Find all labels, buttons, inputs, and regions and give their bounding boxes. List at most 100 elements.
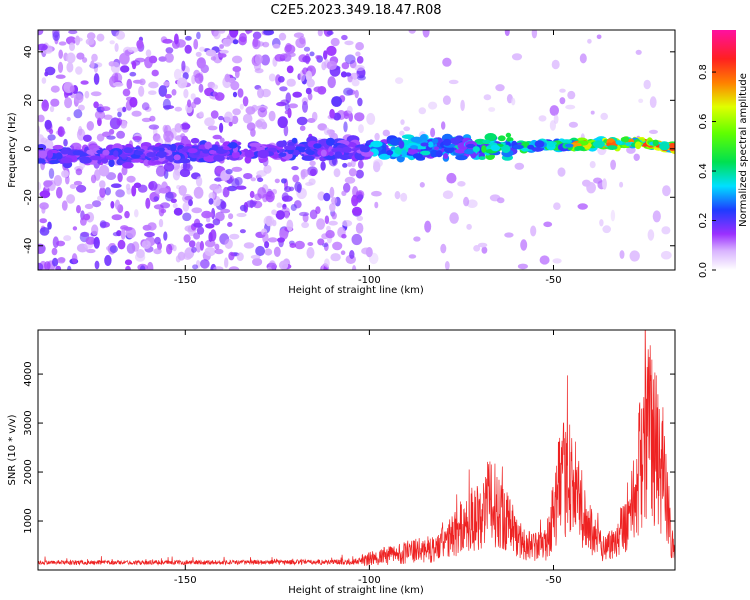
heatmap-cell bbox=[322, 243, 329, 248]
heatmap-cell bbox=[443, 153, 449, 159]
heatmap-cell bbox=[97, 117, 102, 127]
heatmap-cell bbox=[112, 232, 120, 237]
heatmap-cell bbox=[231, 115, 239, 125]
heatmap-cell bbox=[267, 237, 278, 243]
heatmap-cell bbox=[331, 197, 338, 205]
heatmap-cell bbox=[110, 183, 122, 188]
heatmap-cell bbox=[649, 96, 657, 108]
heatmap-cell bbox=[548, 141, 555, 148]
heatmap-cell bbox=[313, 143, 322, 149]
heatmap-cell bbox=[244, 150, 254, 158]
heatmap-cell bbox=[365, 247, 373, 258]
heatmap-cell bbox=[341, 190, 347, 196]
heatmap-cell bbox=[357, 97, 363, 107]
heatmap-cell bbox=[301, 221, 309, 229]
heatmap-cell bbox=[199, 46, 206, 52]
heatmap-cell bbox=[134, 150, 144, 156]
heatmap-cell bbox=[174, 123, 183, 133]
heatmap-cell bbox=[455, 155, 468, 161]
heatmap-cell bbox=[264, 241, 270, 249]
heatmap-cell bbox=[89, 155, 101, 161]
heatmap-cell bbox=[183, 88, 189, 99]
heatmap-cell bbox=[213, 188, 224, 194]
heatmap-cell bbox=[255, 245, 265, 257]
heatmap-cell bbox=[561, 139, 573, 144]
heatmap-cell bbox=[579, 53, 587, 64]
heatmap-cell bbox=[559, 97, 566, 105]
heatmap-cell bbox=[276, 140, 287, 148]
heatmap-cell bbox=[481, 145, 487, 153]
heatmap-cell bbox=[92, 200, 102, 208]
heatmap-cell bbox=[596, 34, 602, 40]
heatmap-cell bbox=[331, 147, 345, 153]
heatmap-cell bbox=[410, 145, 418, 150]
heatmap-cell bbox=[592, 140, 605, 148]
heatmap-cell bbox=[299, 125, 306, 131]
heatmap-cell bbox=[553, 202, 561, 210]
heatmap-cell bbox=[41, 205, 46, 214]
heatmap-cell bbox=[56, 186, 63, 199]
heatmap-cell bbox=[139, 265, 146, 270]
heatmap-cell bbox=[250, 177, 256, 182]
heatmap-cell bbox=[355, 169, 364, 179]
heatmap-cell bbox=[165, 47, 174, 54]
heatmap-y-ticks: -40 -20 0 20 40 bbox=[23, 45, 675, 254]
heatmap-cell bbox=[410, 136, 423, 143]
heatmap-cell bbox=[344, 176, 356, 184]
colorbar: 0.0 0.2 0.4 0.6 0.8 Normalized spectral ampl… bbox=[698, 30, 749, 278]
heatmap-cell bbox=[431, 138, 439, 144]
heatmap-cell bbox=[620, 136, 630, 143]
heatmap-cell bbox=[289, 243, 297, 248]
heatmap-cell bbox=[504, 232, 514, 238]
heatmap-cell bbox=[225, 168, 233, 175]
heatmap-cell bbox=[307, 150, 315, 156]
heatmap-cell bbox=[209, 150, 216, 155]
heatmap-cell bbox=[151, 69, 159, 77]
heatmap-cell bbox=[245, 200, 257, 208]
heatmap-cell bbox=[164, 52, 174, 63]
heatmap-cell bbox=[195, 51, 202, 57]
heatmap-cell bbox=[158, 85, 168, 97]
heatmap-cell bbox=[72, 226, 78, 231]
y-tick-label: 2000 bbox=[23, 459, 34, 484]
heatmap-cell bbox=[134, 209, 139, 218]
heatmap-cell bbox=[305, 182, 314, 186]
heatmap-cell bbox=[239, 32, 247, 43]
heatmap-cell bbox=[279, 260, 289, 270]
heatmap-cell bbox=[164, 124, 172, 137]
heatmap-cell bbox=[205, 49, 217, 57]
heatmap-cell bbox=[564, 143, 574, 148]
heatmap-cell bbox=[180, 133, 186, 139]
heatmap-cell bbox=[292, 174, 300, 183]
heatmap-cell bbox=[344, 54, 356, 65]
heatmap-cell bbox=[326, 30, 334, 36]
heatmap-cell bbox=[213, 30, 221, 40]
heatmap-cell bbox=[265, 190, 275, 203]
x-tick-label: -50 bbox=[545, 575, 561, 586]
heatmap-cell bbox=[257, 107, 268, 118]
heatmap-cell bbox=[307, 166, 318, 177]
heatmap-cell bbox=[199, 240, 204, 251]
heatmap-cell bbox=[351, 194, 359, 207]
heatmap-cell bbox=[489, 194, 501, 202]
heatmap-cell bbox=[131, 185, 137, 197]
heatmap-cell bbox=[214, 248, 224, 255]
heatmap-cell bbox=[278, 32, 287, 41]
heatmap-cell bbox=[277, 76, 285, 83]
heatmap-cell bbox=[267, 147, 278, 152]
heatmap-cell bbox=[114, 199, 121, 210]
heatmap-cell bbox=[307, 92, 313, 101]
heatmap-cell bbox=[234, 176, 243, 186]
colorbar-label: Normalized spectral amplitude bbox=[738, 73, 749, 227]
heatmap-cell bbox=[420, 142, 429, 147]
heatmap-cell bbox=[306, 247, 315, 259]
heatmap-cell bbox=[351, 79, 360, 87]
heatmap-cell bbox=[195, 176, 203, 187]
heatmap-cell bbox=[153, 196, 159, 202]
heatmap-cell bbox=[210, 229, 217, 242]
heatmap-cell bbox=[171, 89, 177, 96]
heatmap-cell bbox=[401, 149, 407, 157]
heatmap-cell bbox=[370, 140, 383, 148]
heatmap-cell bbox=[341, 146, 352, 153]
